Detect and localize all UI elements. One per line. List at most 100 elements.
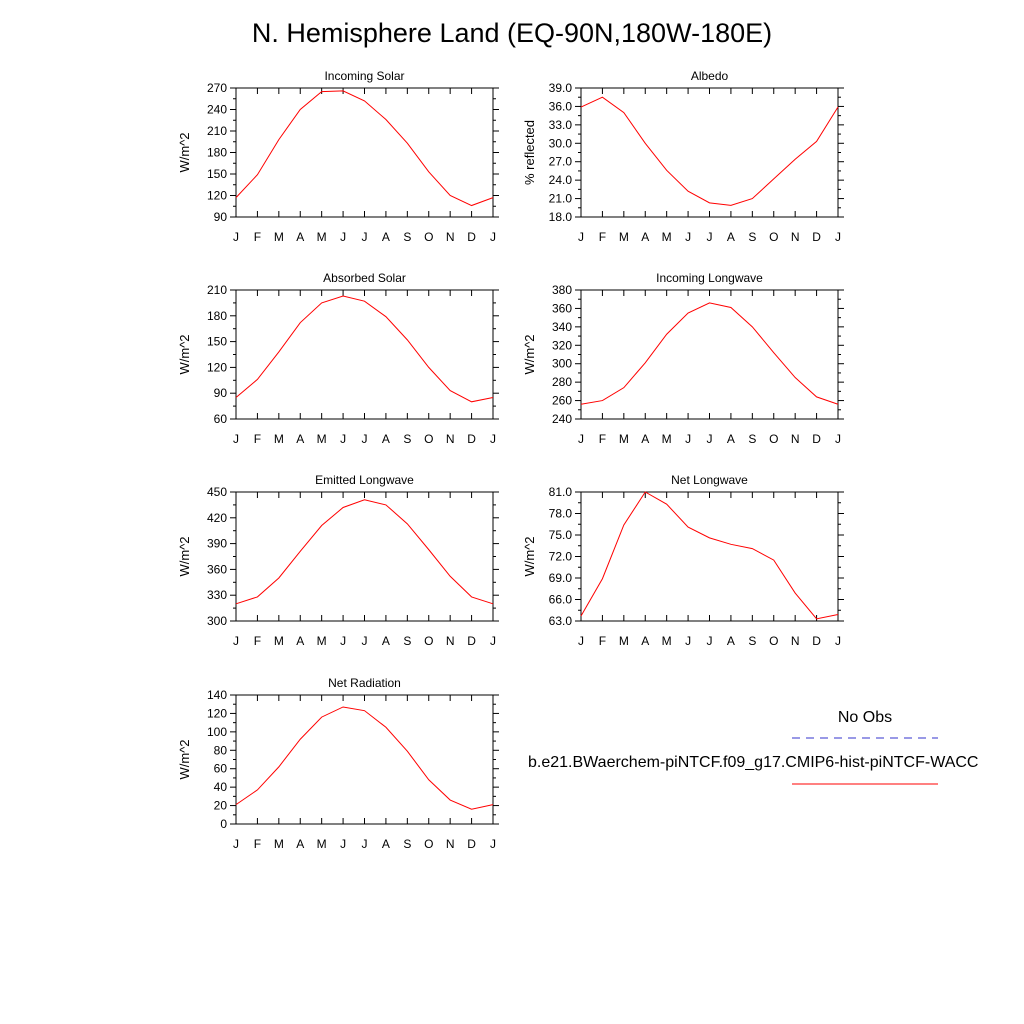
y-tick-label: 90 (214, 386, 228, 400)
y-tick-label: 180 (207, 146, 227, 160)
y-axis-label: W/m^2 (177, 132, 192, 172)
y-tick-label: 78.0 (549, 507, 573, 521)
y-tick-label: 100 (207, 725, 227, 739)
x-tick-label: F (254, 230, 261, 244)
y-tick-label: 33.0 (549, 118, 573, 132)
y-axis-label: % reflected (522, 120, 537, 185)
x-tick-label: S (403, 230, 411, 244)
plot-frame (235, 491, 494, 622)
series-line (235, 90, 494, 207)
y-tick-label: 120 (207, 189, 227, 203)
y-tick-label: 24.0 (549, 173, 573, 187)
x-tick-label: A (296, 230, 304, 244)
x-tick-label: S (748, 230, 756, 244)
x-tick-label: J (578, 230, 584, 244)
x-tick-label: J (490, 230, 496, 244)
legend-obs-label: No Obs (838, 709, 892, 726)
x-tick-label: J (490, 634, 496, 648)
x-tick-label: A (296, 634, 304, 648)
chart-title: Net Radiation (328, 676, 401, 690)
x-tick-label: M (317, 634, 327, 648)
x-tick-label: J (685, 634, 691, 648)
chart-title: Absorbed Solar (323, 271, 406, 285)
x-tick-label: A (296, 432, 304, 446)
x-tick-label: M (662, 634, 672, 648)
x-tick-label: F (599, 634, 606, 648)
x-tick-label: J (707, 634, 713, 648)
x-tick-label: O (424, 837, 433, 851)
y-tick-label: 81.0 (549, 485, 573, 499)
y-tick-label: 300 (207, 614, 227, 628)
series-line (580, 302, 839, 405)
y-axis-label: W/m^2 (177, 536, 192, 576)
x-tick-label: J (233, 432, 239, 446)
x-tick-label: A (641, 432, 649, 446)
y-tick-label: 72.0 (549, 550, 573, 564)
chart-title: Net Longwave (671, 473, 748, 487)
y-tick-label: 30.0 (549, 136, 573, 150)
series-line (580, 491, 839, 620)
y-tick-label: 120 (207, 706, 227, 720)
x-tick-label: N (791, 230, 800, 244)
x-tick-label: J (685, 432, 691, 446)
y-tick-label: 27.0 (549, 155, 573, 169)
plot-frame (580, 491, 839, 622)
y-tick-label: 69.0 (549, 571, 573, 585)
y-tick-label: 180 (207, 309, 227, 323)
x-tick-label: J (340, 432, 346, 446)
y-tick-label: 20 (214, 799, 228, 813)
y-tick-label: 60 (214, 762, 228, 776)
x-tick-label: M (662, 230, 672, 244)
y-tick-label: 75.0 (549, 528, 573, 542)
x-tick-label: O (424, 432, 433, 446)
x-tick-label: M (317, 432, 327, 446)
y-tick-label: 36.0 (549, 99, 573, 113)
y-tick-label: 0 (220, 817, 227, 831)
plot-frame (580, 289, 839, 420)
y-tick-label: 280 (552, 375, 572, 389)
chart-title: Incoming Longwave (656, 271, 763, 285)
x-tick-label: A (641, 634, 649, 648)
x-tick-label: D (812, 432, 821, 446)
x-tick-label: S (403, 432, 411, 446)
plot-frame (235, 694, 494, 825)
chart-title: Albedo (691, 69, 729, 83)
y-tick-label: 140 (207, 688, 227, 702)
x-tick-label: A (382, 634, 390, 648)
y-tick-label: 90 (214, 210, 228, 224)
y-tick-label: 60 (214, 412, 228, 426)
x-tick-label: O (769, 634, 778, 648)
x-tick-label: S (403, 634, 411, 648)
y-tick-label: 150 (207, 167, 227, 181)
x-tick-label: J (578, 634, 584, 648)
x-tick-label: J (490, 432, 496, 446)
y-tick-label: 40 (214, 780, 228, 794)
series-line (580, 96, 839, 206)
y-tick-label: 18.0 (549, 210, 573, 224)
x-tick-label: D (467, 432, 476, 446)
x-tick-label: N (446, 634, 455, 648)
y-tick-label: 360 (552, 301, 572, 315)
series-line (235, 295, 494, 403)
y-tick-label: 120 (207, 360, 227, 374)
x-tick-label: M (274, 230, 284, 244)
x-tick-label: J (685, 230, 691, 244)
y-axis-label: W/m^2 (522, 536, 537, 576)
x-tick-label: M (274, 837, 284, 851)
y-tick-label: 150 (207, 335, 227, 349)
x-tick-label: J (362, 432, 368, 446)
x-tick-label: D (467, 837, 476, 851)
y-tick-label: 210 (207, 124, 227, 138)
y-tick-label: 300 (552, 357, 572, 371)
y-tick-label: 330 (207, 588, 227, 602)
y-axis-label: W/m^2 (177, 334, 192, 374)
figure-title: N. Hemisphere Land (EQ-90N,180W-180E) (251, 18, 773, 48)
legend-model-label: b.e21.BWaerchem-piNTCF.f09_g17.CMIP6-his… (528, 754, 978, 771)
x-tick-label: J (362, 230, 368, 244)
